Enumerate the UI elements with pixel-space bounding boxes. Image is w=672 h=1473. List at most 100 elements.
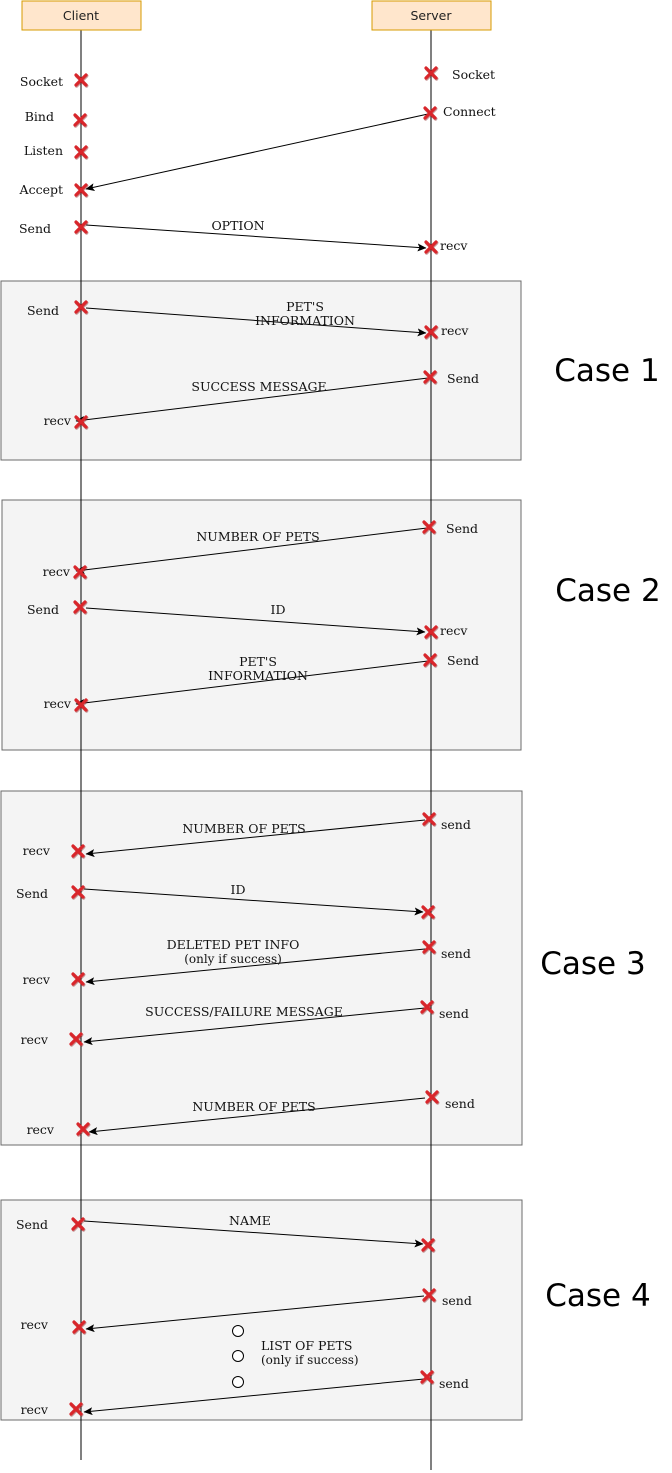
- case2-number-arrow: [75, 527, 428, 574]
- server-participant-label: Server: [411, 8, 453, 23]
- client-step-label: recv: [27, 1122, 55, 1137]
- client-step-label: recv: [21, 1402, 49, 1417]
- event-marker-icon: [73, 565, 88, 580]
- event-marker-icon: [71, 1217, 86, 1232]
- server-participant: Server: [371, 0, 492, 31]
- message-label: NUMBER OF PETS: [182, 821, 305, 836]
- event-marker-icon: [421, 1238, 436, 1253]
- ellipsis-dot: [232, 1376, 244, 1388]
- server-step-label: send: [442, 1293, 472, 1308]
- case-3-title: Case 3: [540, 946, 645, 982]
- message-label: PET'S: [239, 654, 277, 669]
- message-label: INFORMATION: [208, 668, 308, 683]
- case1-success-arrow: [75, 377, 429, 424]
- client-step-label: recv: [43, 564, 71, 579]
- case2-id-arrow: [85, 607, 426, 636]
- event-marker-icon: [420, 1370, 435, 1385]
- event-marker-icon: [424, 66, 439, 81]
- message-label: PET'S: [286, 299, 324, 314]
- case3-id-arrow: [83, 888, 424, 916]
- case4-list-arrow-1: [85, 1295, 425, 1333]
- server-step-label: recv: [441, 323, 469, 338]
- case3-success-failure-arrow: [83, 1007, 426, 1046]
- client-participant-label: Client: [63, 8, 99, 23]
- message-label: SUCCESS MESSAGE: [191, 379, 326, 394]
- event-marker-icon: [424, 325, 439, 340]
- message-label: NUMBER OF PETS: [196, 529, 319, 544]
- message-label: OPTION: [211, 218, 264, 233]
- option-arrow: [85, 224, 427, 252]
- connect-arrow: [85, 113, 429, 192]
- event-markers: [69, 66, 440, 1417]
- server-step-label: recv: [440, 623, 468, 638]
- case3-deleted-arrow: [85, 948, 426, 986]
- case-4-title: Case 4: [545, 1278, 650, 1314]
- event-marker-icon: [422, 812, 437, 827]
- client-step-label: Bind: [25, 109, 54, 124]
- event-marker-icon: [69, 1032, 84, 1047]
- message-label: NAME: [229, 1213, 271, 1228]
- event-marker-icon: [72, 1320, 87, 1335]
- case-4-box: [0, 1199, 523, 1421]
- case3-number-arrow: [85, 819, 426, 858]
- message-arrows: [75, 113, 429, 1416]
- message-label: SUCCESS/FAILURE MESSAGE: [145, 1004, 343, 1019]
- event-marker-icon: [424, 240, 439, 255]
- case4-list-arrow-2: [83, 1378, 425, 1416]
- client-step-label: Send: [16, 1217, 48, 1232]
- message-label: NUMBER OF PETS: [192, 1099, 315, 1114]
- client-step-label: recv: [21, 1317, 49, 1332]
- event-marker-icon: [74, 73, 89, 88]
- server-step-label: send: [441, 946, 471, 961]
- ellipsis-dot: [232, 1325, 244, 1337]
- message-label: LIST OF PETS: [261, 1338, 352, 1353]
- message-label: ID: [231, 882, 246, 897]
- case1-pet-info-arrow: [85, 307, 427, 337]
- client-step-label: recv: [21, 1032, 49, 1047]
- case3-number2-arrow: [88, 1097, 426, 1136]
- ellipsis-dot: [232, 1350, 244, 1362]
- server-step-label: send: [439, 1376, 469, 1391]
- server-step-label: recv: [440, 238, 468, 253]
- event-marker-icon: [422, 940, 437, 955]
- message-label: (only if success): [261, 1353, 359, 1367]
- client-step-label: Send: [27, 602, 59, 617]
- client-step-label: recv: [23, 972, 51, 987]
- case4-name-arrow: [83, 1220, 424, 1248]
- event-marker-icon: [74, 415, 89, 430]
- event-marker-icon: [423, 653, 438, 668]
- client-step-label: Send: [27, 303, 59, 318]
- case-2-title: Case 2: [555, 573, 660, 609]
- client-step-label: recv: [23, 843, 51, 858]
- message-label: ID: [271, 602, 286, 617]
- server-step-label: Socket: [452, 67, 495, 82]
- case-1-title: Case 1: [554, 353, 659, 389]
- server-step-label: send: [439, 1006, 469, 1021]
- server-step-label: send: [445, 1096, 475, 1111]
- client-step-label: Send: [16, 886, 48, 901]
- client-step-label: Accept: [19, 182, 63, 197]
- event-marker-icon: [73, 113, 88, 128]
- event-marker-icon: [420, 1000, 435, 1015]
- client-step-label: recv: [44, 696, 72, 711]
- client-step-label: Listen: [24, 143, 63, 158]
- event-marker-icon: [71, 972, 86, 987]
- event-marker-icon: [74, 300, 89, 315]
- case-3-box: [0, 790, 523, 1146]
- event-marker-icon: [423, 370, 438, 385]
- server-step-label: Send: [447, 653, 479, 668]
- event-marker-icon: [71, 844, 86, 859]
- case2-pet-info-arrow: [75, 660, 429, 707]
- event-marker-icon: [73, 600, 88, 615]
- message-label: INFORMATION: [255, 313, 355, 328]
- client-step-label: Socket: [20, 74, 63, 89]
- event-marker-icon: [74, 145, 89, 160]
- server-step-label: Connect: [443, 104, 496, 119]
- event-marker-icon: [74, 183, 89, 198]
- server-step-label: Send: [447, 371, 479, 386]
- event-marker-icon: [69, 1402, 84, 1417]
- message-label: (only if success): [184, 952, 282, 966]
- client-step-label: recv: [44, 413, 72, 428]
- client-participant: Client: [21, 0, 142, 31]
